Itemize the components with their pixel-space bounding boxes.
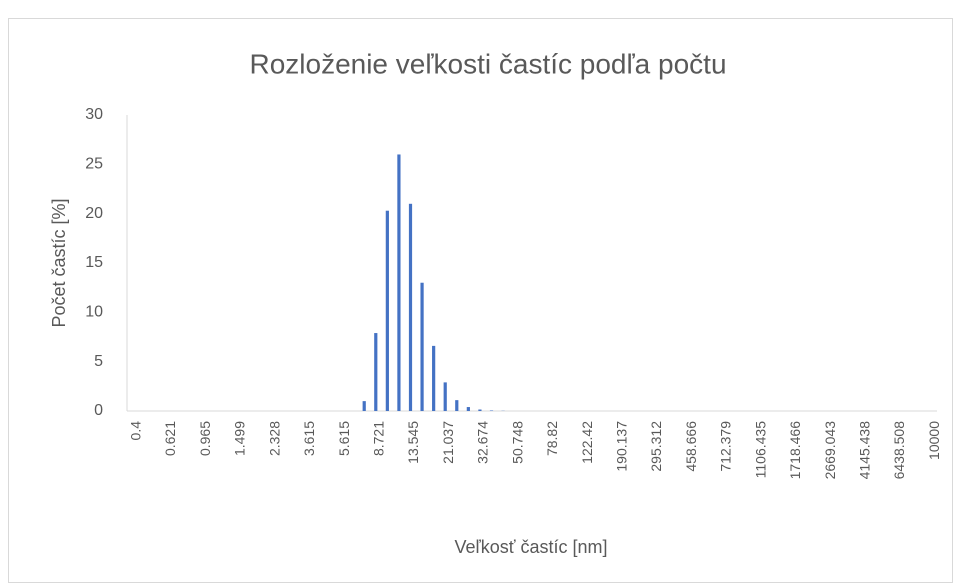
- x-tick-label: 2.328: [266, 421, 282, 456]
- x-tick-label: 78.82: [544, 421, 560, 456]
- x-tick-label: 8.721: [370, 421, 386, 456]
- bar: [374, 333, 378, 411]
- x-tick-label: 0.965: [197, 421, 213, 456]
- y-tick-label: 15: [85, 254, 103, 271]
- y-tick-label: 0: [94, 402, 103, 419]
- x-tick-label: 1.499: [232, 421, 248, 456]
- x-tick-label: 712.379: [718, 421, 734, 472]
- x-tick-label: 6438.508: [891, 421, 907, 480]
- x-tick-label: 458.666: [683, 421, 699, 472]
- x-tick-label: 2669.043: [822, 421, 838, 480]
- bar: [455, 400, 459, 411]
- x-tick-label: 122.42: [579, 421, 595, 464]
- y-tick-label: 25: [85, 156, 103, 173]
- bar: [397, 154, 401, 411]
- x-axis-title: Veľkosť častíc [nm]: [454, 537, 607, 557]
- x-tick-label: 1106.435: [752, 421, 768, 479]
- y-tick-label: 30: [85, 106, 103, 123]
- x-tick-label: 21.037: [440, 421, 456, 464]
- x-tick-label: 0.4: [127, 421, 143, 441]
- x-tick-label: 10000: [926, 421, 942, 460]
- x-tick-label: 0.621: [162, 421, 178, 456]
- x-tick-label: 190.137: [613, 421, 629, 472]
- bar: [385, 210, 389, 411]
- bar: [443, 382, 447, 411]
- bar: [420, 282, 424, 411]
- x-tick-label: 4145.438: [856, 421, 872, 480]
- bar: [478, 409, 482, 411]
- bar: [408, 203, 413, 411]
- x-tick-label: 295.312: [648, 421, 664, 472]
- y-axis-title: Počet častíc [%]: [49, 198, 69, 327]
- y-tick-label: 20: [85, 205, 103, 222]
- bar: [362, 401, 366, 411]
- y-tick-label: 10: [85, 304, 103, 321]
- y-tick-label: 5: [94, 353, 103, 370]
- bar: [466, 407, 470, 411]
- chart-title: Rozloženie veľkosti častíc podľa počtu: [249, 48, 726, 79]
- x-tick-label: 5.615: [336, 421, 352, 456]
- x-tick-label: 32.674: [475, 421, 491, 464]
- x-tick-label: 50.748: [509, 421, 525, 464]
- x-tick-label: 3.615: [301, 421, 317, 456]
- bar: [432, 345, 436, 411]
- x-tick-label: 1718.466: [787, 421, 803, 480]
- chart-frame: [8, 18, 953, 583]
- x-tick-label: 13.545: [405, 421, 421, 464]
